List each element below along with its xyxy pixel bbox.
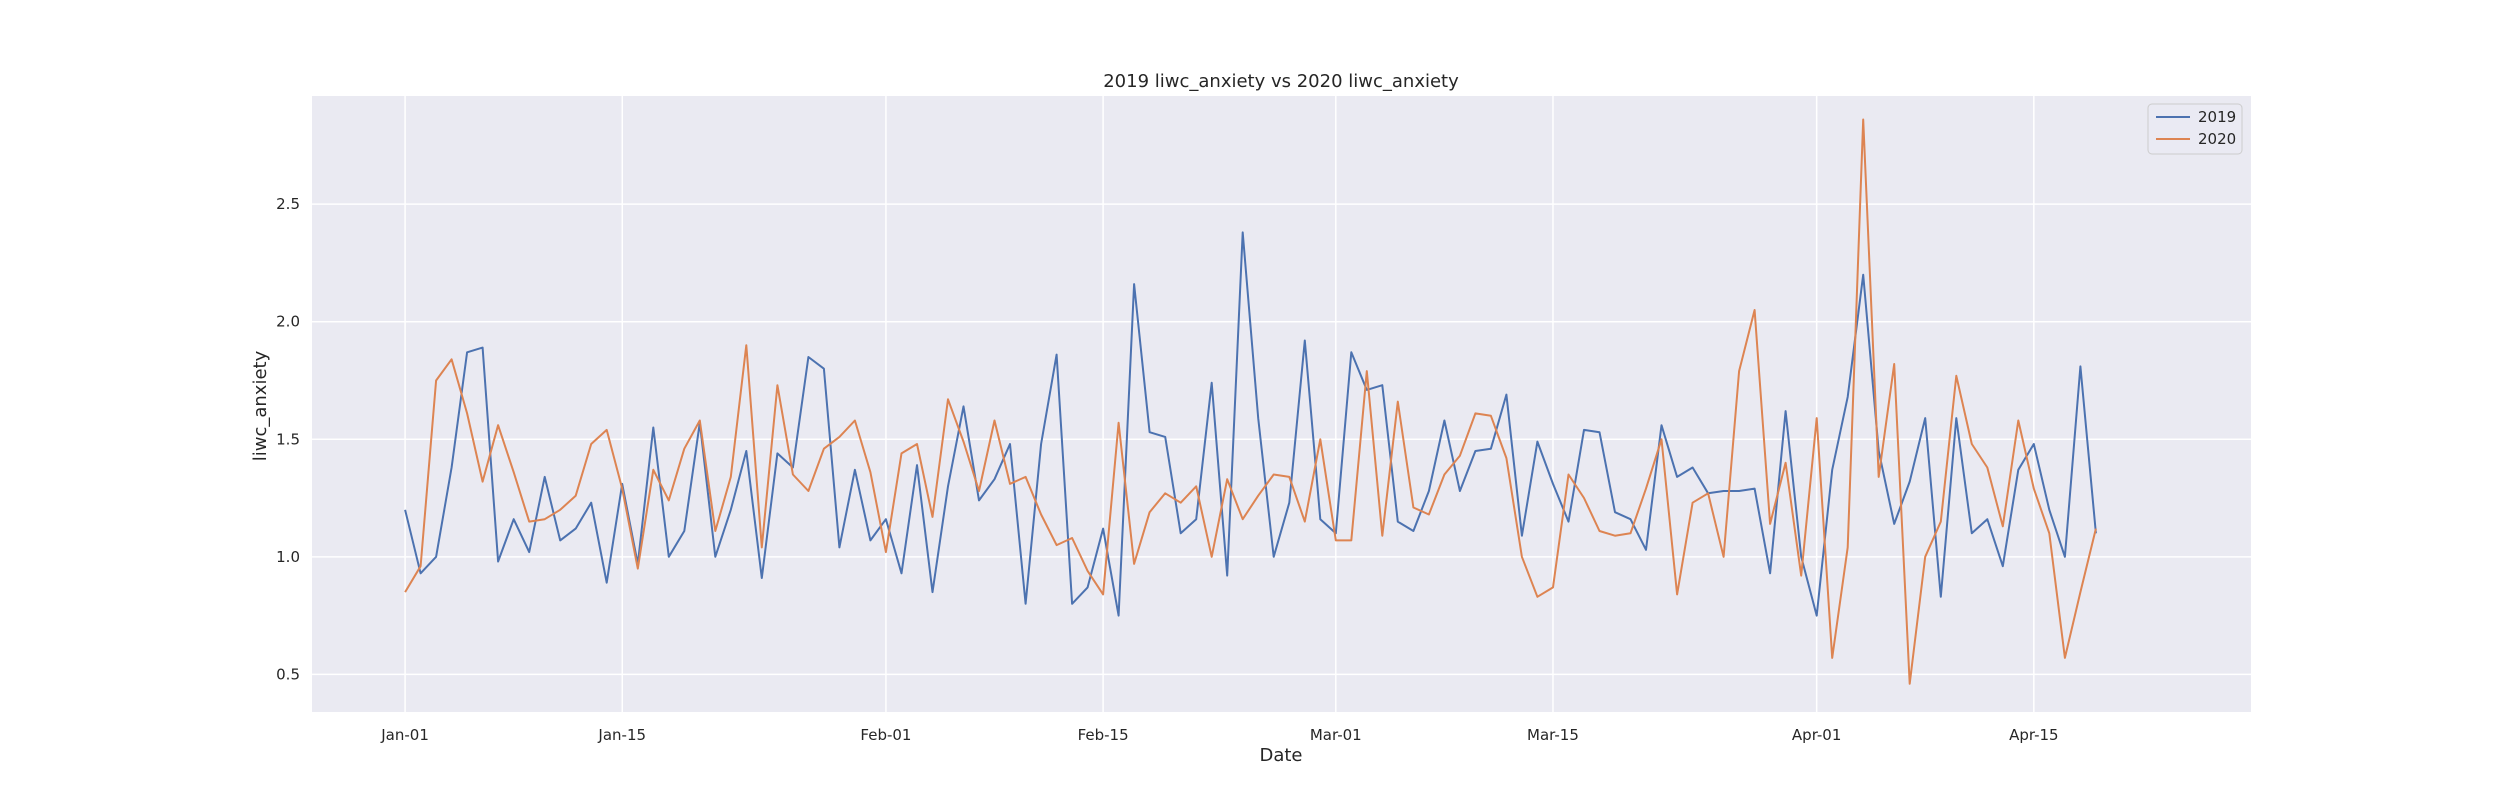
x-tick-label: Mar-15 bbox=[1527, 726, 1579, 744]
y-tick-label: 2.5 bbox=[276, 195, 300, 213]
series-line-2020 bbox=[404, 118, 2097, 685]
x-tick-label: Feb-15 bbox=[1078, 726, 1129, 744]
series-lines bbox=[404, 118, 2097, 685]
y-tick-label: 0.5 bbox=[276, 665, 300, 683]
series-line-2019 bbox=[404, 231, 2097, 617]
y-axis-ticks: 0.5 1.0 1.5 2.0 2.5 bbox=[276, 195, 300, 683]
x-tick-label: Jan-01 bbox=[380, 726, 429, 744]
x-tick-label: Apr-01 bbox=[1792, 726, 1842, 744]
chart-title: 2019 liwc_anxiety vs 2020 liwc_anxiety bbox=[1103, 71, 1459, 92]
legend: 2019 2020 bbox=[2147, 103, 2243, 155]
legend-label-2020: 2020 bbox=[2198, 130, 2236, 148]
grid bbox=[312, 96, 2251, 712]
x-tick-label: Jan-15 bbox=[597, 726, 646, 744]
y-axis-label: liwc_anxiety bbox=[250, 350, 271, 461]
x-axis-ticks: Jan-01 Jan-15 Feb-01 Feb-15 Mar-01 Mar-15 Apr-… bbox=[380, 726, 2058, 744]
x-tick-label: Apr-15 bbox=[2009, 726, 2059, 744]
y-tick-label: 1.0 bbox=[276, 548, 300, 566]
plot-background bbox=[312, 96, 2251, 712]
x-tick-label: Feb-01 bbox=[860, 726, 911, 744]
x-axis-label: Date bbox=[1259, 745, 1302, 766]
y-tick-label: 2.0 bbox=[276, 313, 300, 331]
x-tick-label: Mar-01 bbox=[1310, 726, 1362, 744]
legend-label-2019: 2019 bbox=[2198, 108, 2236, 126]
y-tick-label: 1.5 bbox=[276, 430, 300, 448]
